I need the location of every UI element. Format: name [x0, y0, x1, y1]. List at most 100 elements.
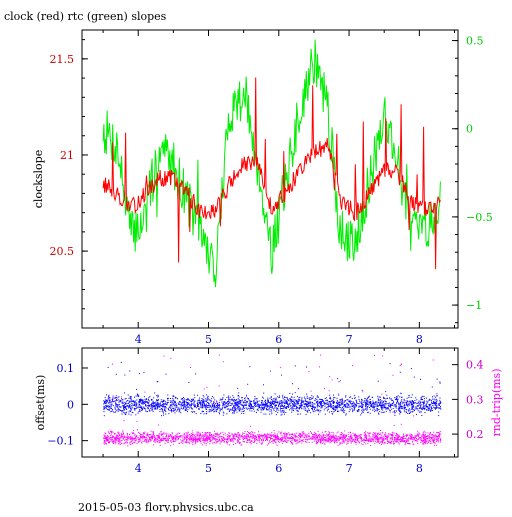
rnd-trip-point — [316, 443, 317, 444]
rnd-trip-point — [281, 432, 282, 433]
offset-point — [236, 400, 237, 401]
offset-point — [189, 408, 190, 409]
offset-point — [206, 404, 207, 405]
offset-point — [287, 397, 288, 398]
rnd-trip-point — [223, 434, 224, 435]
offset-point — [290, 401, 291, 402]
offset-point — [274, 408, 275, 409]
rnd-trip-point — [267, 433, 268, 434]
offset-point — [333, 407, 334, 408]
rnd-trip-point — [408, 441, 409, 442]
rnd-trip-point — [427, 443, 428, 444]
offset-point — [249, 366, 250, 367]
offset-point — [247, 402, 248, 403]
rnd-trip-point — [300, 433, 301, 434]
rnd-trip-point — [161, 435, 162, 436]
rnd-trip-point — [129, 434, 130, 435]
offset-point — [144, 403, 145, 404]
rnd-trip-point — [184, 433, 185, 434]
offset-point — [362, 400, 363, 401]
rnd-trip-point — [307, 436, 308, 437]
offset-point — [297, 401, 298, 402]
offset-point — [200, 404, 201, 405]
offset-point — [110, 404, 111, 405]
offset-point — [328, 404, 329, 405]
offset-point — [239, 402, 240, 403]
offset-point — [229, 411, 230, 412]
offset-point — [419, 407, 420, 408]
rnd-trip-point — [358, 438, 359, 439]
offset-point — [246, 401, 247, 402]
rnd-trip-point — [226, 441, 227, 442]
offset-point — [388, 408, 389, 409]
offset-point — [414, 410, 415, 411]
offset-point — [321, 401, 322, 402]
offset-point — [413, 409, 414, 410]
offset-point — [341, 404, 342, 405]
offset-point — [200, 401, 201, 402]
rnd-trip-point — [286, 437, 287, 438]
offset-point — [361, 413, 362, 414]
offset-point — [175, 409, 176, 410]
rnd-trip-point — [418, 439, 419, 440]
offset-point — [373, 402, 374, 403]
offset-point — [329, 406, 330, 407]
rnd-trip-point — [136, 439, 137, 440]
rnd-trip-point — [105, 442, 106, 443]
offset-point — [134, 404, 135, 405]
offset-point — [113, 412, 114, 413]
rnd-trip-point — [311, 432, 312, 433]
rnd-trip-point — [322, 432, 323, 433]
offset-point — [158, 396, 159, 397]
offset-point — [413, 402, 414, 403]
offset-point — [401, 401, 402, 402]
offset-point — [255, 398, 256, 399]
offset-point — [233, 401, 234, 402]
rnd-trip-point — [189, 434, 190, 435]
offset-point — [424, 400, 425, 401]
offset-point — [199, 400, 200, 401]
offset-point — [402, 397, 403, 398]
rnd-trip-point — [298, 442, 299, 443]
rnd-trip-point — [219, 440, 220, 441]
rnd-trip-point — [195, 441, 196, 442]
offset-point — [295, 399, 296, 400]
offset-point — [300, 414, 301, 415]
offset-point — [160, 405, 161, 406]
rnd-trip-point — [245, 437, 246, 438]
rnd-trip-point — [429, 437, 430, 438]
offset-point — [394, 397, 395, 398]
rnd-trip-point — [248, 434, 249, 435]
offset-point — [274, 401, 275, 402]
offset-point — [171, 405, 172, 406]
offset-point — [354, 403, 355, 404]
rnd-trip-point — [307, 439, 308, 440]
rnd-trip-point — [184, 439, 185, 440]
rnd-trip-point — [212, 443, 213, 444]
rnd-trip-point — [161, 434, 162, 435]
rnd-trip-point — [313, 434, 314, 435]
offset-point — [390, 398, 391, 399]
rnd-trip-point — [107, 437, 108, 438]
offset-point — [103, 404, 104, 405]
rnd-trip-point — [433, 432, 434, 433]
rnd-trip-point — [153, 431, 154, 432]
rnd-trip-point — [299, 439, 300, 440]
offset-point — [318, 397, 319, 398]
offset-point — [241, 397, 242, 398]
rnd-trip-point — [261, 443, 262, 444]
offset-point — [411, 407, 412, 408]
offset-point — [151, 405, 152, 406]
offset-point — [217, 405, 218, 406]
rnd-trip-point — [258, 437, 259, 438]
rnd-trip-point — [202, 436, 203, 437]
rnd-trip-point — [338, 436, 339, 437]
rnd-trip-point — [377, 436, 378, 437]
offset-point — [366, 410, 367, 411]
offset-point — [351, 401, 352, 402]
offset-point — [129, 398, 130, 399]
offset-point — [203, 399, 204, 400]
offset-point — [363, 410, 364, 411]
offset-point — [434, 402, 435, 403]
offset-point — [396, 398, 397, 399]
